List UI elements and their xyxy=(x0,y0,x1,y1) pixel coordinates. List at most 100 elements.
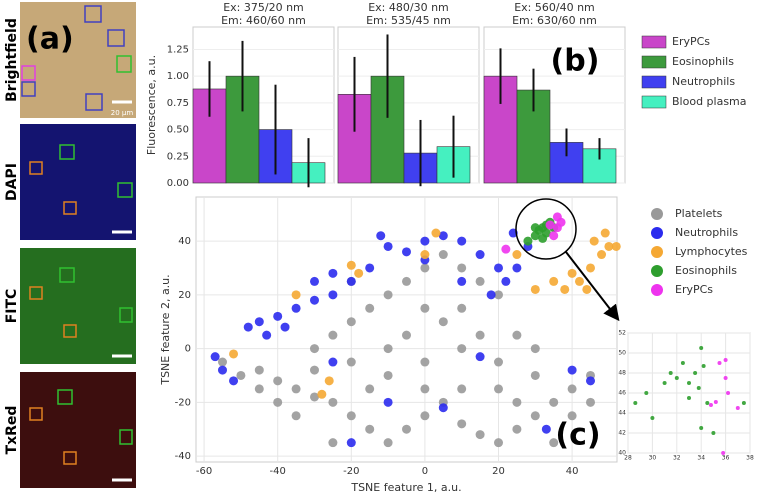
point xyxy=(229,376,239,386)
legend-marker xyxy=(651,265,663,277)
point xyxy=(438,403,448,413)
point xyxy=(229,349,239,359)
y-tick-label: 0.25 xyxy=(167,151,189,162)
x-tick-label: 38 xyxy=(746,455,754,462)
legend-label: Eosinophils xyxy=(672,55,734,68)
point xyxy=(597,250,607,260)
point xyxy=(346,276,356,286)
facet-title: Em: 535/45 nm xyxy=(366,14,451,27)
facet-title: Ex: 560/40 nm xyxy=(514,1,595,14)
point xyxy=(217,365,227,375)
image-label: Brightfield xyxy=(4,18,20,102)
point xyxy=(457,344,467,354)
point xyxy=(431,228,441,238)
point xyxy=(586,397,596,407)
point xyxy=(512,250,522,260)
point xyxy=(687,381,691,385)
facet-title: Em: 630/60 nm xyxy=(512,14,597,27)
legend-marker xyxy=(651,227,663,239)
point xyxy=(420,384,430,394)
scale-bar-label: 20 µm xyxy=(111,109,134,117)
legend-label: EryPCs xyxy=(675,283,713,296)
point xyxy=(567,411,577,421)
point xyxy=(365,384,375,394)
point xyxy=(545,220,555,230)
point xyxy=(723,358,728,362)
point xyxy=(721,451,726,455)
point xyxy=(365,263,375,273)
point xyxy=(291,290,301,300)
point xyxy=(475,250,485,260)
point xyxy=(501,276,511,286)
point xyxy=(512,424,522,434)
point xyxy=(668,371,673,375)
point xyxy=(254,317,264,327)
point xyxy=(723,376,728,380)
point xyxy=(680,361,685,365)
point xyxy=(662,381,667,385)
point xyxy=(402,276,411,286)
point xyxy=(530,370,540,380)
legend-label: Blood plasma xyxy=(672,95,747,108)
point xyxy=(705,401,710,405)
legend-label: EryPCs xyxy=(672,35,710,48)
zoom-arrow xyxy=(565,251,620,322)
point xyxy=(650,416,655,420)
point xyxy=(273,376,283,386)
point xyxy=(217,357,227,367)
point xyxy=(420,411,430,421)
point xyxy=(420,357,430,367)
y-axis-label: Fluorescence, a.u. xyxy=(145,55,158,155)
x-tick-label: 32 xyxy=(673,455,681,462)
point xyxy=(512,263,522,273)
point xyxy=(254,365,264,375)
point xyxy=(457,303,467,313)
x-tick-label: -60 xyxy=(196,466,212,477)
legend-marker xyxy=(651,246,663,258)
y-tick-label: 0.75 xyxy=(167,98,189,109)
point xyxy=(512,330,522,340)
point xyxy=(693,371,698,375)
microscopy-panels xyxy=(20,2,136,488)
point xyxy=(317,389,327,399)
point xyxy=(512,397,522,407)
legend-label: Neutrophils xyxy=(672,75,735,88)
point xyxy=(273,311,283,321)
point xyxy=(280,322,290,332)
point xyxy=(365,424,375,434)
legend-swatch xyxy=(641,35,667,49)
point xyxy=(560,284,570,294)
point xyxy=(600,228,610,238)
x-tick-label: 0 xyxy=(422,466,428,477)
point xyxy=(494,438,504,448)
point xyxy=(383,438,393,448)
x-tick-label: 34 xyxy=(697,455,705,462)
point xyxy=(346,317,356,327)
point xyxy=(475,430,485,440)
point xyxy=(346,357,356,367)
point xyxy=(438,231,448,241)
x-tick-label: -40 xyxy=(270,466,286,477)
x-tick-label: 28 xyxy=(624,455,632,462)
point xyxy=(494,384,504,394)
legend-marker xyxy=(651,284,663,296)
point xyxy=(438,317,448,327)
point xyxy=(383,344,393,354)
legend-swatch xyxy=(641,95,667,109)
point xyxy=(549,276,559,286)
point xyxy=(633,401,638,405)
point xyxy=(365,303,375,313)
point xyxy=(541,228,551,238)
facet-title: Ex: 480/30 nm xyxy=(368,1,449,14)
legend-label: Lymphocytes xyxy=(675,245,748,258)
point xyxy=(324,376,334,386)
point xyxy=(420,236,430,246)
fitc-image xyxy=(20,248,136,364)
point xyxy=(611,241,621,251)
y-tick-label: 40 xyxy=(178,236,191,247)
legend-label: Eosinophils xyxy=(675,264,737,277)
point xyxy=(328,438,338,448)
point xyxy=(309,344,319,354)
x-axis-label: TSNE feature 1, a.u. xyxy=(350,481,461,494)
point xyxy=(291,411,301,421)
